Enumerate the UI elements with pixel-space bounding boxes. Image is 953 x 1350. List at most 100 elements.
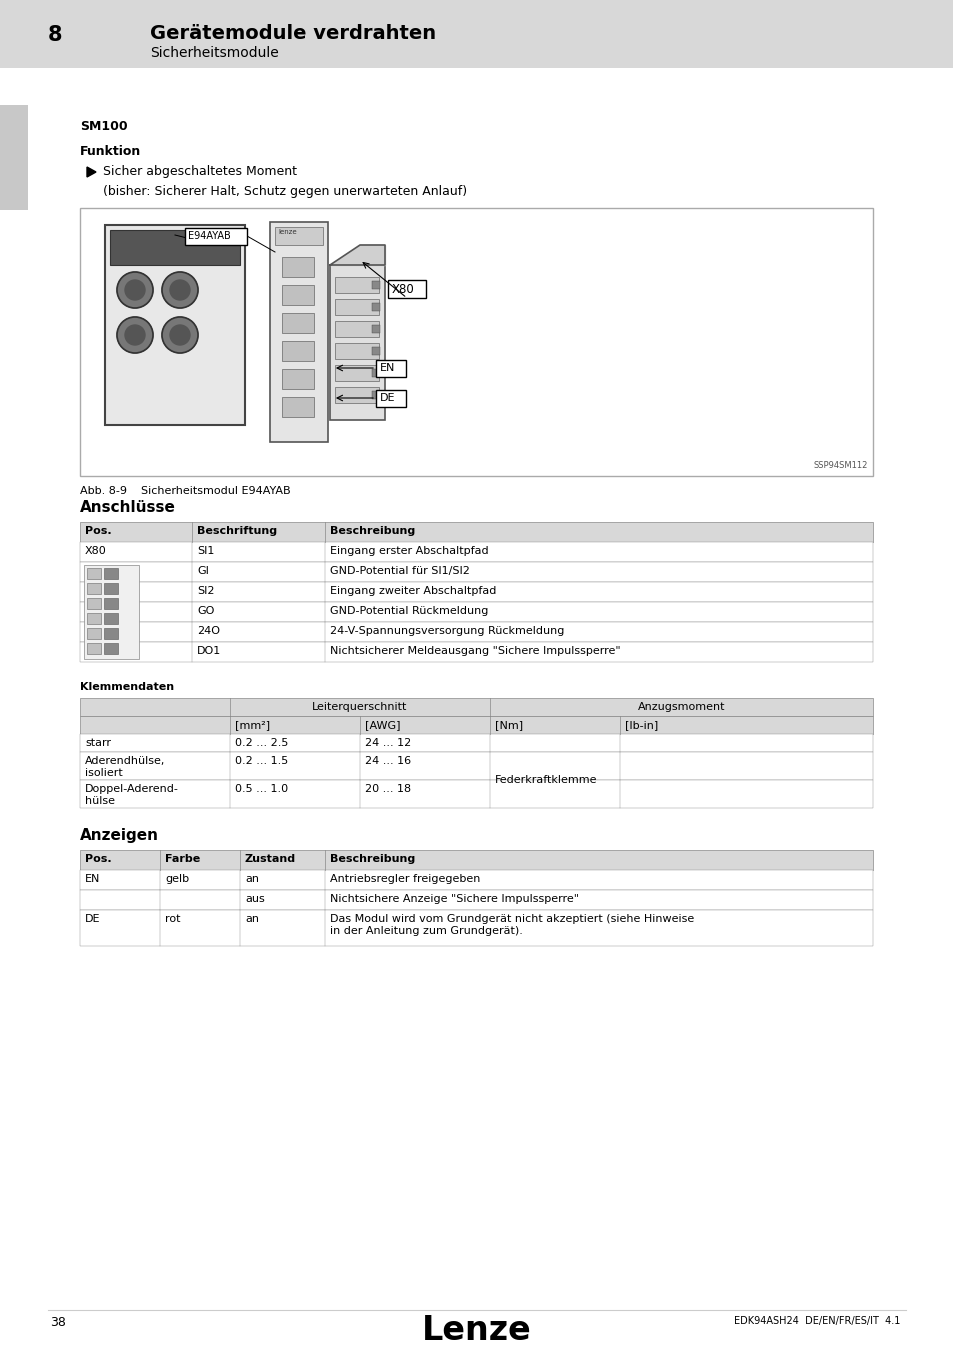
Text: Farbe: Farbe bbox=[165, 855, 200, 864]
Bar bbox=[375, 390, 406, 406]
Bar bbox=[80, 541, 872, 562]
Bar bbox=[282, 369, 314, 389]
Text: Klemmendaten: Klemmendaten bbox=[80, 682, 174, 693]
Bar bbox=[80, 582, 872, 602]
Bar bbox=[0, 105, 28, 211]
Bar bbox=[372, 347, 379, 355]
Text: Eingang zweiter Abschaltpfad: Eingang zweiter Abschaltpfad bbox=[330, 586, 496, 595]
Circle shape bbox=[170, 279, 190, 300]
Bar bbox=[80, 910, 872, 946]
Text: an: an bbox=[245, 914, 258, 923]
Bar bbox=[105, 225, 245, 425]
Text: 24 ... 12: 24 ... 12 bbox=[365, 738, 411, 748]
Bar bbox=[80, 522, 872, 541]
Text: Sicher abgeschaltetes Moment: Sicher abgeschaltetes Moment bbox=[103, 165, 296, 178]
Text: Eingang erster Abschaltpfad: Eingang erster Abschaltpfad bbox=[330, 545, 488, 556]
Bar bbox=[80, 869, 872, 890]
Text: [AWG]: [AWG] bbox=[365, 720, 400, 730]
Bar bbox=[372, 281, 379, 289]
Bar bbox=[84, 566, 139, 659]
Text: DE: DE bbox=[85, 914, 100, 923]
Bar bbox=[270, 221, 328, 441]
Bar bbox=[87, 628, 101, 639]
Text: Funktion: Funktion bbox=[80, 144, 141, 158]
Text: 8: 8 bbox=[48, 26, 63, 45]
Bar bbox=[335, 343, 378, 359]
Bar bbox=[104, 628, 118, 639]
Text: gelb: gelb bbox=[165, 873, 189, 884]
Text: Sicherheitsmodule: Sicherheitsmodule bbox=[150, 46, 278, 59]
Bar bbox=[282, 285, 314, 305]
Text: SSP94SM112: SSP94SM112 bbox=[813, 460, 867, 470]
Bar bbox=[335, 321, 378, 338]
Bar bbox=[104, 643, 118, 653]
Text: DE: DE bbox=[379, 393, 395, 404]
Bar bbox=[87, 613, 101, 624]
Text: Pos.: Pos. bbox=[85, 855, 112, 864]
Text: starr: starr bbox=[85, 738, 111, 748]
Text: Beschreibung: Beschreibung bbox=[330, 855, 415, 864]
Text: rot: rot bbox=[165, 914, 180, 923]
Text: Abb. 8-9    Sicherheitsmodul E94AYAB: Abb. 8-9 Sicherheitsmodul E94AYAB bbox=[80, 486, 291, 495]
Text: 0.5 ... 1.0: 0.5 ... 1.0 bbox=[234, 784, 288, 794]
Text: Beschreibung: Beschreibung bbox=[330, 526, 415, 536]
Bar bbox=[185, 228, 247, 244]
Text: (bisher: Sicherer Halt, Schutz gegen unerwarteten Anlauf): (bisher: Sicherer Halt, Schutz gegen une… bbox=[103, 185, 467, 198]
Text: 24O: 24O bbox=[196, 626, 220, 636]
Bar bbox=[80, 622, 872, 643]
Text: Pos.: Pos. bbox=[85, 526, 112, 536]
Bar bbox=[104, 583, 118, 594]
Bar bbox=[87, 643, 101, 653]
Text: GO: GO bbox=[196, 606, 214, 616]
Bar bbox=[80, 752, 872, 780]
Text: [Nm]: [Nm] bbox=[495, 720, 522, 730]
Text: [mm²]: [mm²] bbox=[234, 720, 270, 730]
Bar bbox=[335, 364, 378, 381]
Bar bbox=[80, 780, 872, 809]
Bar bbox=[388, 279, 426, 298]
Bar bbox=[87, 568, 101, 579]
Circle shape bbox=[162, 317, 198, 352]
Bar bbox=[80, 734, 872, 752]
Bar bbox=[80, 850, 872, 869]
Text: SI1: SI1 bbox=[196, 545, 214, 556]
Text: 24 ... 16: 24 ... 16 bbox=[365, 756, 411, 765]
Text: X80: X80 bbox=[85, 545, 107, 556]
Polygon shape bbox=[87, 167, 96, 177]
Text: Doppel-Aderend-
hülse: Doppel-Aderend- hülse bbox=[85, 784, 179, 806]
Polygon shape bbox=[330, 244, 385, 265]
Bar bbox=[110, 230, 240, 265]
Text: 0.2 ... 1.5: 0.2 ... 1.5 bbox=[234, 756, 288, 765]
Circle shape bbox=[117, 271, 152, 308]
Bar bbox=[372, 302, 379, 311]
Text: GND-Potential für SI1/SI2: GND-Potential für SI1/SI2 bbox=[330, 566, 470, 576]
Text: Das Modul wird vom Grundgerät nicht akzeptiert (siehe Hinweise
in der Anleitung : Das Modul wird vom Grundgerät nicht akze… bbox=[330, 914, 694, 936]
Text: lenze: lenze bbox=[277, 230, 296, 235]
Text: aus: aus bbox=[245, 894, 265, 904]
Text: EN: EN bbox=[379, 363, 395, 373]
Bar bbox=[104, 568, 118, 579]
Text: an: an bbox=[245, 873, 258, 884]
Bar bbox=[330, 265, 385, 420]
Circle shape bbox=[125, 325, 145, 346]
Circle shape bbox=[170, 325, 190, 346]
Bar bbox=[372, 392, 379, 400]
Bar bbox=[282, 397, 314, 417]
Text: Beschriftung: Beschriftung bbox=[196, 526, 276, 536]
Circle shape bbox=[162, 271, 198, 308]
Text: EDK94ASH24  DE/EN/FR/ES/IT  4.1: EDK94ASH24 DE/EN/FR/ES/IT 4.1 bbox=[733, 1316, 899, 1326]
Text: Anzugsmoment: Anzugsmoment bbox=[638, 702, 724, 711]
Text: 24-V-Spannungsversorgung Rückmeldung: 24-V-Spannungsversorgung Rückmeldung bbox=[330, 626, 564, 636]
Text: [lb-in]: [lb-in] bbox=[624, 720, 658, 730]
Bar bbox=[375, 360, 406, 377]
Text: Anzeigen: Anzeigen bbox=[80, 828, 159, 842]
Text: GND-Potential Rückmeldung: GND-Potential Rückmeldung bbox=[330, 606, 488, 616]
Text: SM100: SM100 bbox=[80, 120, 128, 134]
Bar bbox=[335, 277, 378, 293]
Bar bbox=[335, 387, 378, 404]
Bar bbox=[80, 208, 872, 477]
Text: 0.2 ... 2.5: 0.2 ... 2.5 bbox=[234, 738, 288, 748]
Text: SI2: SI2 bbox=[196, 586, 214, 595]
Bar bbox=[282, 313, 314, 333]
Text: Antriebsregler freigegeben: Antriebsregler freigegeben bbox=[330, 873, 480, 884]
